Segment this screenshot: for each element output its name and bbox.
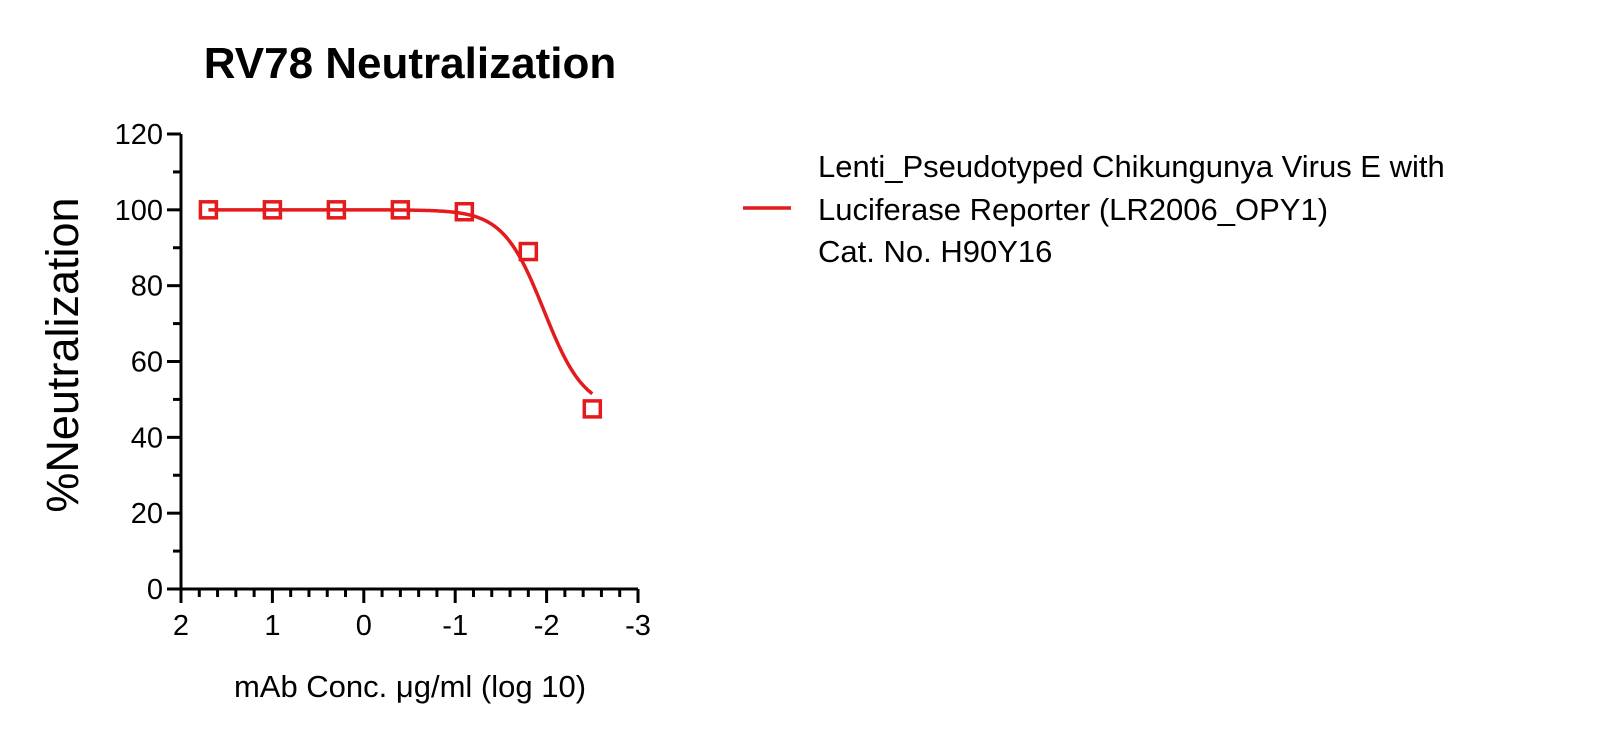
y-axis-title: %Neutralization — [37, 197, 88, 512]
data-point — [518, 241, 539, 262]
legend: Lenti_Pseudotyped Chikungunya Virus E wi… — [743, 149, 1445, 269]
x-tick-label: -2 — [534, 610, 560, 642]
y-tick-label: 40 — [131, 422, 163, 454]
chart-title: RV78 Neutralization — [204, 39, 616, 88]
x-tick-label: 1 — [264, 610, 280, 642]
fit-curve — [208, 208, 594, 396]
data-point — [454, 201, 475, 222]
y-tick-label: 80 — [131, 271, 163, 303]
data-point — [582, 399, 603, 419]
legend-label-line-2: Luciferase Reporter (LR2006_OPY1) — [818, 192, 1328, 227]
y-tick-label: 100 — [115, 195, 163, 227]
y-tick-label: 0 — [147, 574, 163, 606]
data-point — [262, 200, 283, 220]
y-tick-label: 20 — [131, 498, 163, 530]
data-point — [326, 200, 347, 220]
x-tick-label: 0 — [356, 610, 372, 642]
x-tick-label: 2 — [173, 610, 189, 642]
plot-area: 0 20 40 60 80 100 120 2 1 0 -1 -2 -3 — [115, 119, 651, 642]
legend-label-line-3: Cat. No. H90Y16 — [818, 234, 1052, 269]
legend-label-line-1: Lenti_Pseudotyped Chikungunya Virus E wi… — [818, 149, 1445, 184]
data-point — [390, 200, 411, 220]
x-tick-label: -1 — [442, 610, 468, 642]
x-tick-label: -3 — [625, 610, 651, 642]
y-tick-label: 60 — [131, 347, 163, 379]
data-point — [198, 200, 219, 220]
x-axis-title: mAb Conc. μg/ml (log 10) — [234, 669, 586, 704]
y-tick-label: 120 — [115, 119, 163, 151]
